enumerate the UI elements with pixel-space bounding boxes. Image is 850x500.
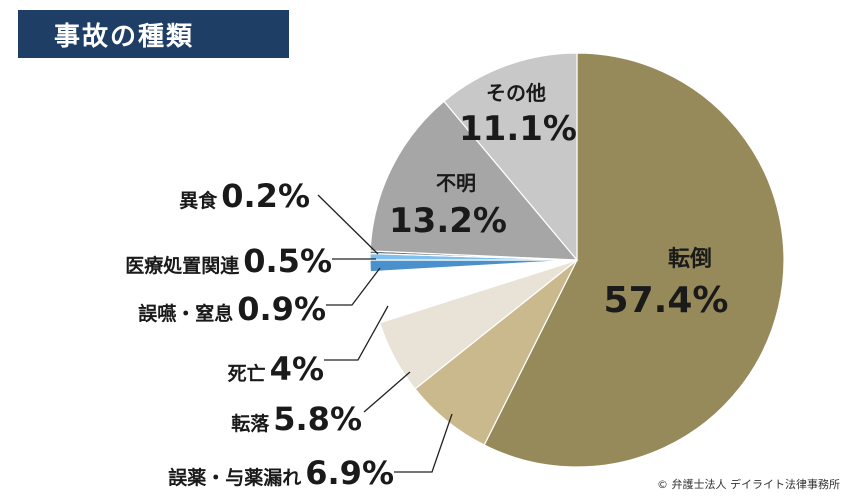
slice-label-name: 異食	[179, 189, 218, 212]
slice-label: 転落 5.8%	[231, 400, 362, 438]
slice-label-value: 4%	[270, 350, 324, 388]
slice-label: 誤嚥・窒息 0.9%	[138, 290, 326, 328]
slice-labels: 転倒 57.4% 誤薬・与薬漏れ 6.9% 転落 5.8% 死亡 4% 誤嚥・窒息 0.9% 医療処…	[125, 81, 728, 492]
slice-label: 誤薬・与薬漏れ 6.9%	[168, 454, 394, 492]
chart-title: 事故の種類	[54, 22, 195, 52]
slice-label-value: 0.9%	[237, 290, 326, 328]
slice-label-name: 誤薬・与薬漏れ	[168, 466, 301, 489]
slice-label-value: 13.2%	[389, 201, 507, 241]
slice-label-value: 0.2%	[221, 177, 310, 215]
slice-label-value: 0.5%	[243, 242, 332, 280]
slice-0	[483, 52, 785, 468]
slice-label-name: その他	[486, 81, 546, 105]
slice-label-name: 転倒	[668, 246, 712, 272]
slice-label-name: 医療処置関連	[125, 254, 240, 277]
slice-label-value: 57.4%	[604, 280, 729, 321]
slice-label-value: 11.1%	[459, 109, 577, 149]
pie-slices	[369, 52, 785, 468]
slice-label: 異食 0.2%	[179, 177, 310, 215]
leader-line	[324, 305, 389, 361]
copyright-credit: © 弁護士法人 デイライト法律事務所	[657, 478, 840, 491]
leader-line	[394, 413, 453, 473]
leader-line	[363, 371, 411, 413]
slice-label-value: 5.8%	[273, 400, 362, 438]
leader-lines	[317, 194, 453, 473]
slice-label-name: 転落	[231, 412, 270, 435]
chart-title-bar: 事故の種類	[18, 10, 289, 58]
slice-label-name: 死亡	[228, 362, 266, 385]
slice-label-name: 不明	[436, 171, 476, 195]
slice-label: 医療処置関連 0.5%	[125, 242, 332, 280]
slice-label: 死亡 4%	[228, 350, 324, 388]
leader-line	[317, 194, 379, 255]
leader-line	[326, 267, 381, 306]
slice-label-name: 誤嚥・窒息	[138, 302, 233, 325]
slice-7	[369, 100, 579, 261]
slice-8	[443, 52, 578, 262]
slice-label-value: 6.9%	[305, 454, 394, 492]
